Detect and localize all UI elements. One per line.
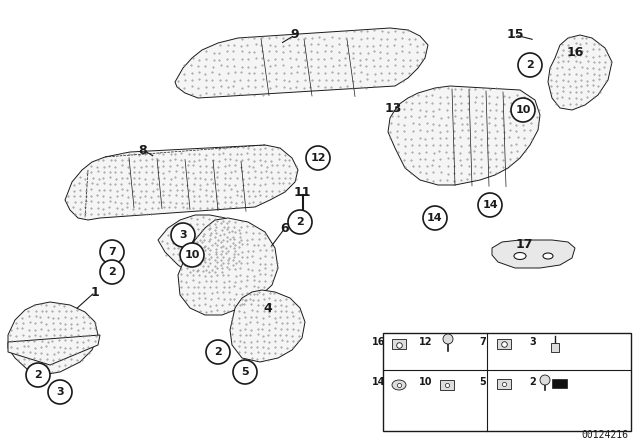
Text: 14: 14 xyxy=(482,200,498,210)
Text: 11: 11 xyxy=(293,186,311,199)
Text: 2: 2 xyxy=(526,60,534,70)
Polygon shape xyxy=(8,335,100,365)
Polygon shape xyxy=(8,302,98,375)
Text: 7: 7 xyxy=(479,337,486,347)
Text: 00124216: 00124216 xyxy=(581,430,628,440)
Text: 7: 7 xyxy=(108,247,116,257)
Circle shape xyxy=(100,260,124,284)
Circle shape xyxy=(26,363,50,387)
Circle shape xyxy=(423,206,447,230)
Text: 10: 10 xyxy=(184,250,200,260)
Circle shape xyxy=(100,240,124,264)
Text: 5: 5 xyxy=(479,377,486,387)
Text: 16: 16 xyxy=(566,46,584,59)
Bar xyxy=(497,339,511,349)
Circle shape xyxy=(171,223,195,247)
Text: 4: 4 xyxy=(264,302,273,314)
Text: 12: 12 xyxy=(419,337,433,347)
Text: 3: 3 xyxy=(56,387,64,397)
Text: 14: 14 xyxy=(427,213,443,223)
Text: 9: 9 xyxy=(291,29,300,42)
Polygon shape xyxy=(492,240,575,268)
Text: 2: 2 xyxy=(214,347,222,357)
Text: 2: 2 xyxy=(296,217,304,227)
Text: 17: 17 xyxy=(515,238,532,251)
Circle shape xyxy=(206,340,230,364)
Circle shape xyxy=(511,98,535,122)
Bar xyxy=(383,333,631,431)
Polygon shape xyxy=(178,218,278,315)
Text: 10: 10 xyxy=(419,377,433,387)
Text: 14: 14 xyxy=(372,377,386,387)
Circle shape xyxy=(180,243,204,267)
Text: 6: 6 xyxy=(281,221,289,234)
Polygon shape xyxy=(388,86,540,185)
Polygon shape xyxy=(548,35,612,110)
Circle shape xyxy=(48,380,72,404)
Text: 5: 5 xyxy=(241,367,249,377)
Text: 2: 2 xyxy=(108,267,116,277)
Ellipse shape xyxy=(514,253,526,259)
Text: 12: 12 xyxy=(310,153,326,163)
Text: 10: 10 xyxy=(515,105,531,115)
Bar xyxy=(497,379,511,389)
Ellipse shape xyxy=(392,380,406,390)
Circle shape xyxy=(518,53,542,77)
Circle shape xyxy=(478,193,502,217)
Text: 3: 3 xyxy=(530,337,536,347)
Polygon shape xyxy=(175,28,428,98)
Circle shape xyxy=(540,375,550,385)
Circle shape xyxy=(233,360,257,384)
Polygon shape xyxy=(65,145,298,220)
Circle shape xyxy=(443,334,453,344)
Polygon shape xyxy=(158,215,245,278)
Text: 3: 3 xyxy=(179,230,187,240)
Text: 8: 8 xyxy=(139,143,147,156)
Text: 1: 1 xyxy=(91,285,99,298)
Text: 2: 2 xyxy=(530,377,536,387)
Polygon shape xyxy=(230,290,305,362)
Text: 2: 2 xyxy=(34,370,42,380)
Text: 13: 13 xyxy=(384,102,402,115)
Circle shape xyxy=(306,146,330,170)
Bar xyxy=(552,379,567,388)
Text: 15: 15 xyxy=(506,29,524,42)
Bar xyxy=(551,343,559,352)
Bar xyxy=(392,339,406,349)
Bar xyxy=(440,380,454,390)
Text: 16: 16 xyxy=(372,337,386,347)
Ellipse shape xyxy=(543,253,553,259)
Circle shape xyxy=(288,210,312,234)
